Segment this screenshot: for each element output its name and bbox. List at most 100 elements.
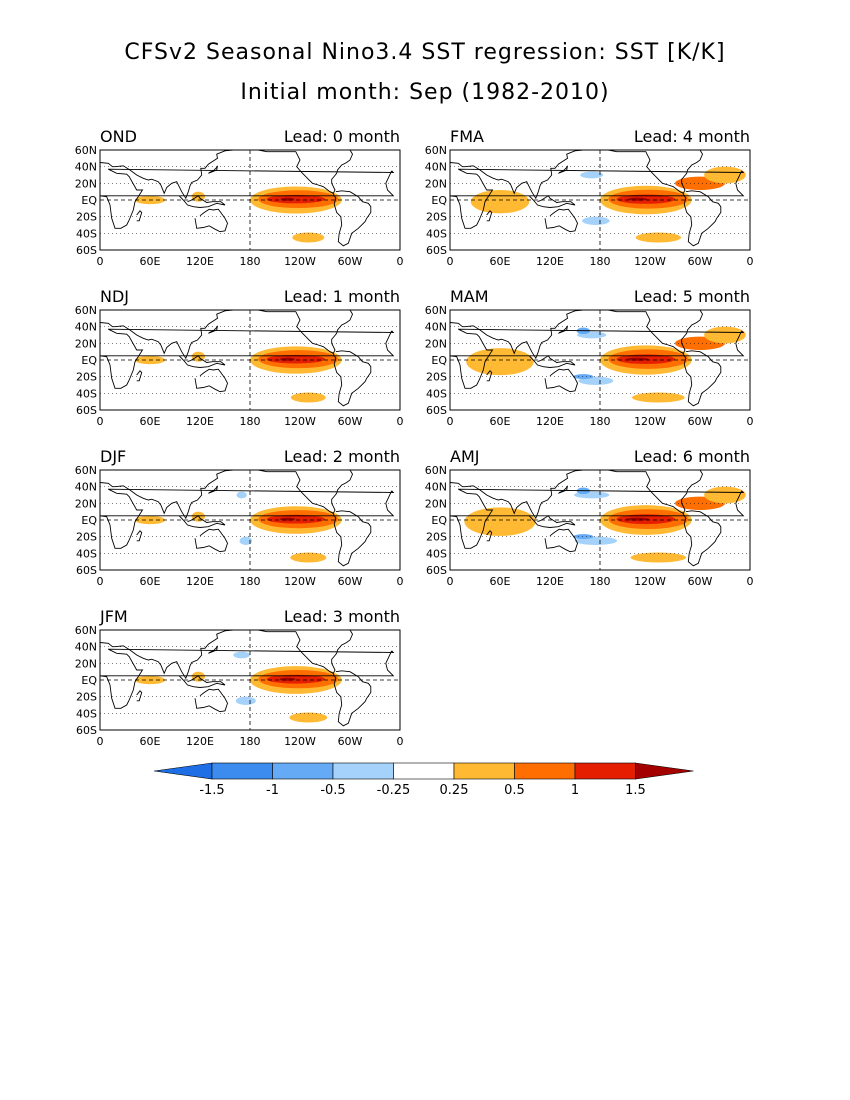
lat-label: 40S <box>76 707 97 720</box>
madagascar-coast <box>486 370 493 382</box>
australia-coast <box>544 528 578 553</box>
madagascar-coast <box>486 210 493 222</box>
south-america-coast <box>682 350 722 407</box>
colorbar-segment <box>514 762 576 780</box>
map-frame <box>449 149 751 251</box>
lat-label: 60S <box>76 724 97 737</box>
lat-label: 20N <box>75 497 97 510</box>
lon-label: 120E <box>536 255 564 268</box>
lat-label: 20N <box>425 337 447 350</box>
lon-label: 0 <box>97 415 104 428</box>
lon-label: 0 <box>397 575 404 588</box>
lon-label: 0 <box>447 255 454 268</box>
lat-label: EQ <box>81 354 97 367</box>
lon-label: 0 <box>447 575 454 588</box>
madagascar-coast <box>136 370 143 382</box>
lat-label: 60N <box>425 144 447 157</box>
anomaly-atlantic-pos0 <box>704 326 746 344</box>
lat-label: 40N <box>75 321 97 334</box>
lon-label: 120E <box>186 575 214 588</box>
south-america-coast <box>332 190 372 247</box>
lon-label: 180 <box>590 255 611 268</box>
panel-season: FMA <box>450 127 484 146</box>
africa-coast <box>99 648 395 709</box>
anomaly-south-pacific <box>632 392 685 403</box>
australia-coast <box>194 528 228 553</box>
anomaly-shading <box>135 651 342 723</box>
eurasia-coast <box>449 309 584 360</box>
anomaly-pos3 <box>627 197 648 201</box>
lat-label: 60S <box>76 564 97 577</box>
indonesia-coast <box>178 675 226 688</box>
anomaly-neg-north <box>233 651 251 659</box>
anomaly-pos2 <box>266 674 325 684</box>
panel-season: JFM <box>99 607 128 626</box>
anomaly-indian-ocean <box>466 348 534 376</box>
africa-coast <box>99 328 395 389</box>
eurasia-coast <box>99 309 234 360</box>
anomaly-neg-north <box>580 171 604 179</box>
lon-label: 60W <box>688 575 713 588</box>
colorbar-label: 0.5 <box>504 783 525 798</box>
eurasia-coast <box>99 149 234 200</box>
panel-lead: Lead: 2 month <box>284 447 400 466</box>
anomaly-south-pacific <box>635 232 682 243</box>
lat-label: 20S <box>76 691 97 704</box>
lon-label: 0 <box>397 735 404 748</box>
anomaly-neg-south <box>239 536 253 545</box>
japan-coast <box>208 485 218 494</box>
japan-coast <box>208 325 218 334</box>
figure-title: CFSv2 Seasonal Nino3.4 SST regression: S… <box>124 40 726 65</box>
africa-coast <box>449 328 745 389</box>
anomaly-shading <box>135 491 342 563</box>
lon-label: 60W <box>338 735 363 748</box>
colorbar-label: -1.5 <box>199 783 224 798</box>
map-frame <box>99 149 401 251</box>
anomaly-indian-ocean <box>470 189 530 214</box>
indonesia-coast <box>178 515 226 528</box>
lat-label: 40S <box>76 227 97 240</box>
australia-coast <box>194 368 228 393</box>
lat-label: 60N <box>75 304 97 317</box>
lat-label: 60N <box>425 304 447 317</box>
anomaly-south-pacific <box>290 392 326 403</box>
lon-label: 60E <box>140 255 161 268</box>
lon-label: 180 <box>590 575 611 588</box>
lon-label: 0 <box>447 415 454 428</box>
africa-coast <box>99 168 395 229</box>
lat-label: 20S <box>76 211 97 224</box>
anomaly-south-pacific <box>292 232 325 243</box>
anomaly-pos3 <box>626 357 649 361</box>
lon-label: 120E <box>186 415 214 428</box>
lat-label: 60N <box>425 464 447 477</box>
madagascar-coast <box>136 690 143 702</box>
lon-label: 120W <box>284 575 316 588</box>
indonesia-coast <box>528 355 576 368</box>
anomaly-atlantic-pos0 <box>704 166 746 184</box>
colorbar-min-arrow <box>153 762 213 780</box>
map-frame <box>449 469 751 571</box>
lon-label: 120E <box>186 255 214 268</box>
madagascar-coast <box>486 530 493 542</box>
africa-coast <box>449 168 745 229</box>
south-america-coast <box>682 510 722 567</box>
lon-label: 120E <box>536 415 564 428</box>
lon-label: 0 <box>97 255 104 268</box>
lon-label: 120E <box>186 735 214 748</box>
lat-label: 40S <box>426 547 447 560</box>
anomaly-neg1-south <box>573 534 594 540</box>
lon-label: 120W <box>284 255 316 268</box>
lat-label: 20N <box>75 657 97 670</box>
lon-label: 60E <box>490 255 511 268</box>
anomaly-neg-north <box>236 491 247 499</box>
japan-coast <box>558 165 568 174</box>
colorbar-label: -0.5 <box>320 783 345 798</box>
anomaly-neg-south <box>582 216 610 225</box>
australia-coast <box>194 688 228 713</box>
lon-label: 0 <box>397 255 404 268</box>
